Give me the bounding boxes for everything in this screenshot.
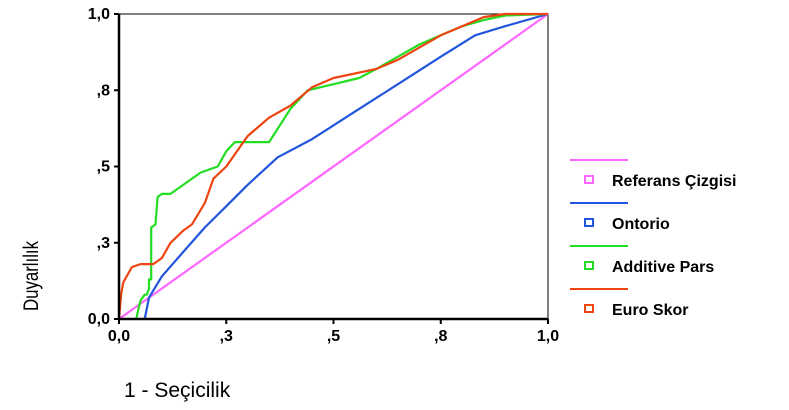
- tick-labels: 0,0 ,3 ,5 ,8 1,0 0,0 ,3 ,5 ,8 1,0: [88, 6, 559, 345]
- x-tick-label: ,8: [434, 328, 447, 345]
- y-tick-label: 1,0: [88, 6, 110, 23]
- x-tick-label: 0,0: [108, 328, 130, 345]
- legend-marker-ontorio: [584, 218, 594, 227]
- legend-label-additive-pars: Additive Pars: [612, 259, 714, 276]
- legend-label-euro-skor: Euro Skor: [612, 302, 688, 319]
- series-line-referans-cizgisi: [118, 13, 549, 320]
- legend-marker-additive-pars: [584, 261, 594, 270]
- legend-marker-referans-cizgisi: [584, 175, 594, 184]
- x-tick-label: ,5: [327, 328, 340, 345]
- series-line-ontorio: [143, 12, 549, 320]
- y-tick-label: ,3: [97, 235, 110, 252]
- x-axis-title: 1 - Seçicilik: [124, 379, 231, 402]
- legend: Referans Çizgisi Ontorio Additive Pars Euro…: [570, 159, 736, 319]
- legend-label-referans-cizgisi: Referans Çizgisi: [612, 173, 736, 190]
- legend-marker-euro-skor: [584, 304, 594, 313]
- series-line-euro-skor: [117, 12, 548, 320]
- series-line-additive-pars: [135, 12, 549, 320]
- x-tick-label: 1,0: [537, 328, 559, 345]
- y-tick-label: ,5: [97, 159, 110, 176]
- y-tick-label: ,8: [97, 82, 110, 99]
- axes-layer: [114, 13, 549, 324]
- y-tick-label: 0,0: [88, 311, 110, 328]
- series-layer: [117, 12, 549, 320]
- x-tick-label: ,3: [220, 328, 233, 345]
- legend-label-ontorio: Ontorio: [612, 216, 670, 233]
- y-axis-title: Duyarlılık: [20, 241, 43, 311]
